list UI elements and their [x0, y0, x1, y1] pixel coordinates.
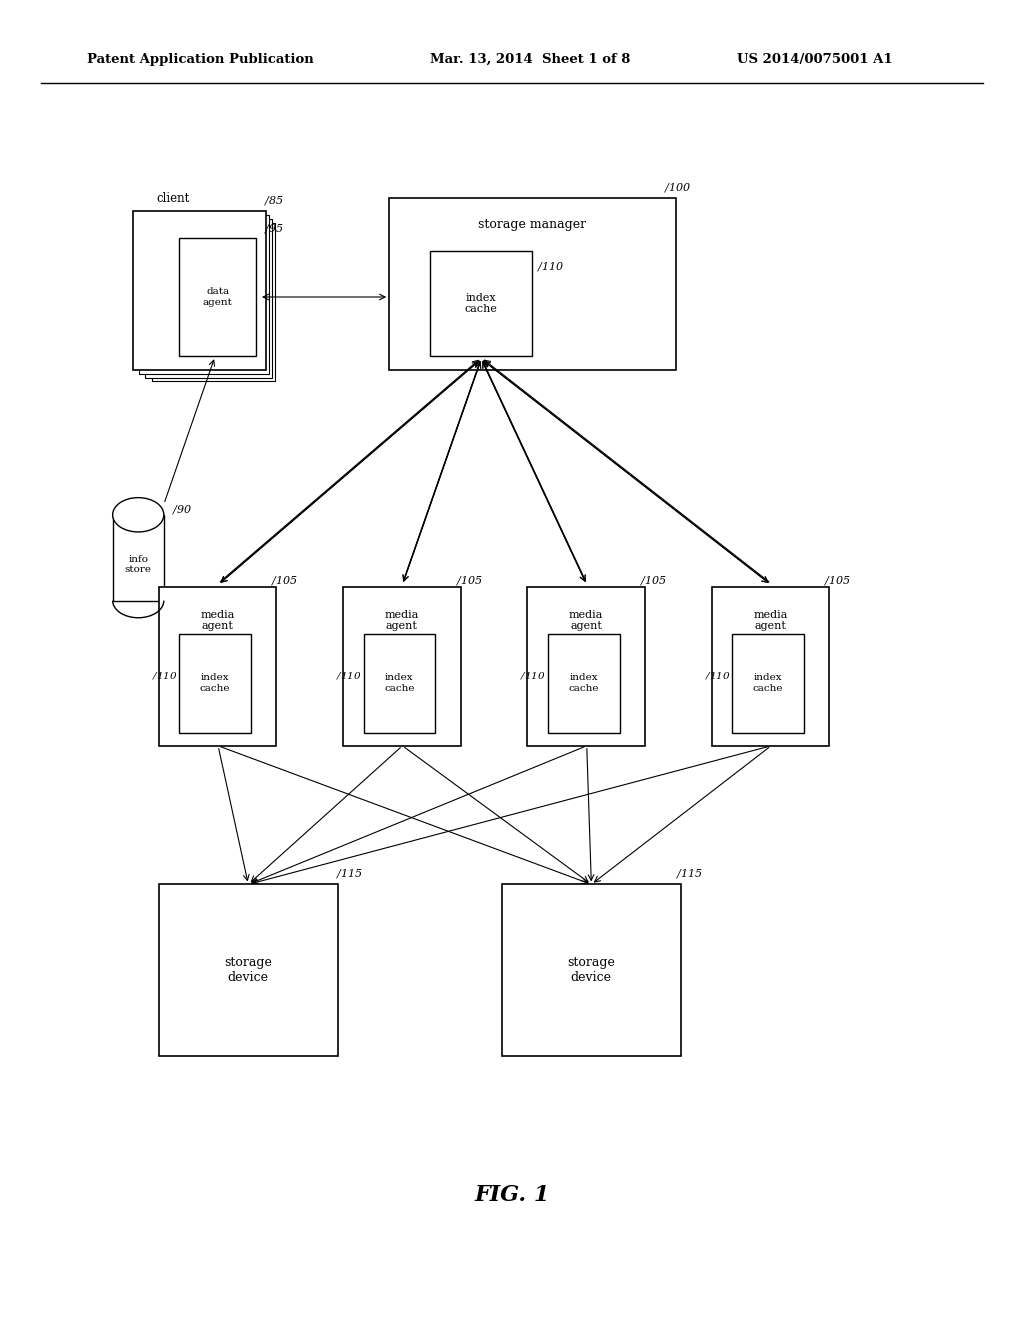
- Text: storage
device: storage device: [567, 956, 615, 985]
- Text: $\mathregular{/}$110: $\mathregular{/}$110: [152, 671, 177, 681]
- Text: $\mathregular{/}$110: $\mathregular{/}$110: [705, 671, 730, 681]
- Text: $\mathregular{/}$105: $\mathregular{/}$105: [456, 574, 483, 587]
- Text: $\mathregular{/}$115: $\mathregular{/}$115: [336, 867, 364, 880]
- Text: data
agent: data agent: [203, 288, 232, 306]
- FancyBboxPatch shape: [113, 515, 164, 601]
- Text: index
cache: index cache: [384, 673, 415, 693]
- FancyBboxPatch shape: [139, 215, 269, 374]
- Text: storage
device: storage device: [224, 956, 272, 985]
- FancyBboxPatch shape: [145, 219, 272, 378]
- Text: index
cache: index cache: [200, 673, 230, 693]
- Text: index
cache: index cache: [465, 293, 498, 314]
- Text: $\mathregular{/}$110: $\mathregular{/}$110: [520, 671, 546, 681]
- Text: Patent Application Publication: Patent Application Publication: [87, 53, 313, 66]
- FancyBboxPatch shape: [732, 634, 804, 733]
- Text: $\mathregular{/}$105: $\mathregular{/}$105: [824, 574, 852, 587]
- FancyBboxPatch shape: [430, 251, 532, 356]
- FancyBboxPatch shape: [364, 634, 435, 733]
- FancyBboxPatch shape: [527, 587, 645, 746]
- Text: media
agent: media agent: [385, 610, 419, 631]
- Text: US 2014/0075001 A1: US 2014/0075001 A1: [737, 53, 893, 66]
- FancyBboxPatch shape: [159, 587, 276, 746]
- Text: $\mathregular{/}$110: $\mathregular{/}$110: [537, 260, 564, 273]
- FancyBboxPatch shape: [389, 198, 676, 370]
- FancyBboxPatch shape: [133, 211, 266, 370]
- Text: media
agent: media agent: [569, 610, 603, 631]
- FancyBboxPatch shape: [343, 587, 461, 746]
- Text: $\mathregular{/}$110: $\mathregular{/}$110: [336, 671, 361, 681]
- Text: index
cache: index cache: [568, 673, 599, 693]
- Text: index
cache: index cache: [753, 673, 783, 693]
- Text: client: client: [157, 191, 189, 205]
- FancyBboxPatch shape: [179, 634, 251, 733]
- FancyBboxPatch shape: [179, 238, 256, 356]
- Text: media
agent: media agent: [201, 610, 234, 631]
- FancyBboxPatch shape: [502, 884, 681, 1056]
- Text: $\mathregular{/}$90: $\mathregular{/}$90: [172, 503, 193, 516]
- Ellipse shape: [113, 498, 164, 532]
- Text: $\mathregular{/}$85: $\mathregular{/}$85: [264, 194, 285, 207]
- Text: media
agent: media agent: [754, 610, 787, 631]
- FancyBboxPatch shape: [152, 223, 275, 381]
- Text: $\mathregular{/}$115: $\mathregular{/}$115: [676, 867, 703, 880]
- Text: $\mathregular{/}$100: $\mathregular{/}$100: [664, 181, 691, 194]
- Text: FIG. 1: FIG. 1: [474, 1184, 550, 1205]
- Text: info
store: info store: [125, 554, 152, 574]
- Text: $\mathregular{/}$105: $\mathregular{/}$105: [640, 574, 668, 587]
- FancyBboxPatch shape: [159, 884, 338, 1056]
- Text: storage manager: storage manager: [478, 218, 587, 231]
- FancyBboxPatch shape: [548, 634, 620, 733]
- Text: Mar. 13, 2014  Sheet 1 of 8: Mar. 13, 2014 Sheet 1 of 8: [430, 53, 631, 66]
- FancyBboxPatch shape: [712, 587, 829, 746]
- Text: $\mathregular{/}$105: $\mathregular{/}$105: [271, 574, 299, 587]
- Text: $\mathregular{/}$95: $\mathregular{/}$95: [264, 222, 285, 235]
